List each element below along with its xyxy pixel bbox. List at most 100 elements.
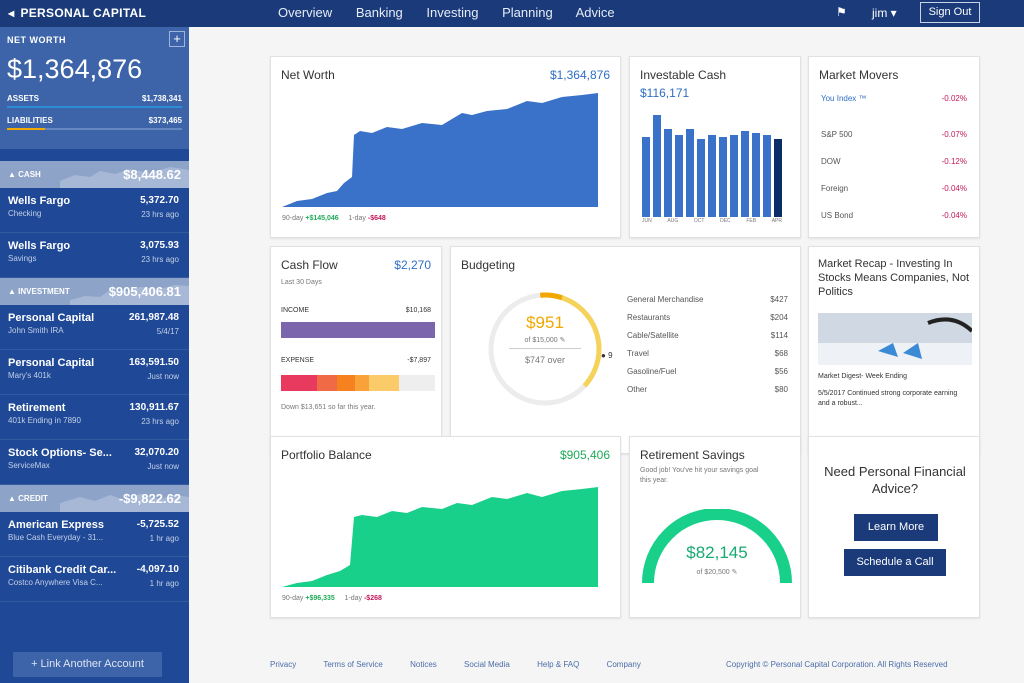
collapse-arrow-icon[interactable]: ◀ [8,9,15,18]
budget-row[interactable]: Cable/Satellite $114 [627,331,788,340]
investable-cash-chart [642,115,782,217]
investable-cash-card[interactable]: Investable Cash $116,171 JUN AUG OCT DEC FEB… [629,56,801,238]
market-pct: -0.04% [941,184,967,193]
card-title: Portfolio Balance [281,448,372,462]
card-value: $2,270 [394,258,431,272]
budgeting-card[interactable]: Budgeting $951 of $15,000 ✎ $747 over ● … [450,246,801,454]
income-bar [281,322,435,338]
account-value: 32,070.20 [134,447,180,458]
sign-out-button[interactable]: Sign Out [920,2,980,23]
account-item[interactable]: Personal Capital Mary's 401k 163,591.50 … [0,350,189,395]
account-item[interactable]: Wells Fargo Checking 5,372.70 23 hrs ago [0,188,189,233]
account-name: Wells Fargo [8,240,71,252]
nav-banking[interactable]: Banking [355,5,403,20]
budget-amount: $951 [526,313,564,332]
account-name: Stock Options- Se... [8,447,112,459]
market-pct: -0.12% [941,157,967,166]
budget-badge[interactable]: ● 9 [601,351,613,360]
account-item[interactable]: Wells Fargo Savings 3,075.93 23 hrs ago [0,233,189,278]
budget-row[interactable]: Restaurants $204 [627,313,788,322]
footer-link[interactable]: Privacy [270,660,297,669]
account-item[interactable]: Stock Options- Se... ServiceMax 32,070.2… [0,440,189,485]
footer-link[interactable]: Notices [410,660,437,669]
bar [719,137,727,217]
retirement-savings-card[interactable]: Retirement Savings Good job! You've hit … [629,436,801,618]
cash-flow-card[interactable]: Cash Flow $2,270 Last 30 Days INCOME $10… [270,246,442,454]
market-pct: -0.04% [941,211,967,220]
card-title: Cash Flow [281,258,338,272]
market-row[interactable]: Foreign -0.04% [821,184,967,198]
nav-planning[interactable]: Planning [502,5,553,20]
account-time: 23 hrs ago [141,417,179,426]
chevron-down-icon: ▾ [890,6,897,20]
account-item[interactable]: Citibank Credit Car... Costco Anywhere V… [0,557,189,602]
market-row[interactable]: You Index ™ -0.02% [821,94,967,108]
market-row[interactable]: US Bond -0.04% [821,211,967,225]
market-pct: -0.07% [941,130,967,139]
top-nav-bar: ◀ PERSONAL CAPITAL Overview Banking Inves… [0,0,1024,27]
market-name: DOW [821,157,841,166]
account-time: 1 hr ago [149,579,179,588]
sidebar: NET WORTH + $1,364,876 ASSETS $1,738,341… [0,27,189,683]
liabilities-bar [7,128,182,130]
section-credit[interactable]: ▲ CREDIT -$9,822.62 [0,485,189,512]
footer-link[interactable]: Company [606,660,641,669]
market-recap-card[interactable]: Market Recap - Investing In Stocks Means… [808,246,980,454]
section-cash[interactable]: ▲ CASH $8,448.62 [0,161,189,188]
recap-body: 5/5/2017 Continued strong corporate earn… [818,390,958,407]
net-worth-card[interactable]: Net Worth $1,364,876 90-day +$145,046 1-… [270,56,621,238]
nav-advice[interactable]: Advice [575,5,615,20]
card-title: Budgeting [461,258,516,272]
budget-over: $747 over [524,355,566,365]
account-item[interactable]: Personal Capital John Smith IRA 261,987.… [0,305,189,350]
market-row[interactable]: DOW -0.12% [821,157,967,171]
account-sub: Savings [8,254,37,263]
advice-card: Need Personal Financial Advice? Learn Mo… [808,436,980,618]
account-value: 261,987.48 [128,312,179,323]
budget-row[interactable]: Other $80 [627,385,788,394]
market-movers-card[interactable]: Market Movers You Index ™ -0.02% S&P 500 -… [808,56,980,238]
retirement-note: Good job! You've hit your savings goal t… [640,467,759,484]
assets-bar [7,106,182,108]
net-worth-area [282,93,598,207]
add-icon[interactable]: + [169,31,185,47]
retirement-value: $82,145 [686,543,748,562]
budget-row[interactable]: Gasoline/Fuel $56 [627,367,788,376]
footer-link[interactable]: Social Media [464,660,510,669]
section-investment[interactable]: ▲ INVESTMENT $905,406.81 [0,278,189,305]
cash-flow-subtitle: Last 30 Days [281,279,322,286]
recap-image[interactable] [818,313,972,365]
account-item[interactable]: Retirement 401k Ending in 7890 130,911.6… [0,395,189,440]
investment-sparkline [70,285,189,305]
cash-amount: $8,448.62 [123,167,181,182]
user-menu[interactable]: jim ▾ [872,6,897,20]
assets-label: ASSETS [7,94,40,103]
market-name: Foreign [821,184,849,193]
account-item[interactable]: American Express Blue Cash Everyday - 31… [0,512,189,557]
link-account-button[interactable]: + Link Another Account [13,652,162,677]
recap-digest: Market Digest- Week Ending [818,373,907,380]
market-row[interactable]: S&P 500 -0.07% [821,130,967,144]
account-name: Citibank Credit Car... [8,564,117,576]
budget-row[interactable]: Travel $68 [627,349,788,358]
account-sub: Costco Anywhere Visa C... [8,578,103,587]
nav-investing[interactable]: Investing [426,5,479,20]
account-name: Personal Capital [8,357,95,369]
card-title: Investable Cash [640,68,727,82]
footer-link[interactable]: Terms of Service [323,660,383,669]
budget-row[interactable]: General Merchandise $427 [627,295,788,304]
schedule-call-button[interactable]: Schedule a Call [844,549,946,576]
net-worth-summary[interactable]: NET WORTH + $1,364,876 ASSETS $1,738,341… [0,27,189,149]
account-sub: Mary's 401k [8,371,51,380]
learn-more-button[interactable]: Learn More [854,514,938,541]
nav-overview[interactable]: Overview [278,5,333,20]
brand-logo[interactable]: ◀ PERSONAL CAPITAL [8,6,146,20]
footer-link[interactable]: Help & FAQ [537,660,580,669]
recap-title[interactable]: Market Recap - Investing In Stocks Means… [818,258,970,298]
bar [774,139,782,217]
portfolio-balance-card[interactable]: Portfolio Balance $905,406 90-day +$96,3… [270,436,621,618]
flag-icon[interactable]: ⚑ [836,5,847,19]
market-name: You Index ™ [821,94,867,103]
investment-label: ▲ INVESTMENT [8,287,70,296]
retirement-gauge [642,509,792,584]
